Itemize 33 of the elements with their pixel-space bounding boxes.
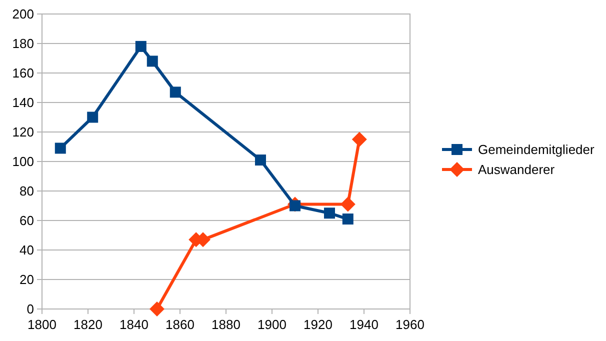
y-tick-label: 60 [20,213,34,228]
y-tick-label: 120 [12,124,34,140]
y-tick-label: 200 [12,6,34,22]
legend-label: Gemeindemitglieder [478,142,596,158]
point [352,132,367,147]
point [340,196,356,212]
y-tick-label: 160 [12,66,34,81]
x-tick-label: 1940 [350,317,378,332]
x-tick-label: 1900 [258,317,286,332]
x-tick-label: 1800 [28,317,56,332]
point [255,154,266,166]
y-tick-label: 140 [12,95,34,110]
y-tick-label: 40 [20,242,34,258]
point [146,56,158,67]
legend-label: Auswanderer [478,162,556,178]
x-tick-label: 1880 [212,317,240,332]
y-tick-label: 20 [20,272,34,288]
x-tick-label: 1920 [304,317,332,332]
point [150,302,164,316]
y-tick-label: 180 [12,36,34,52]
point [87,112,98,123]
point [54,142,66,154]
x-tick-label: 1840 [120,317,148,332]
y-tick-label: 100 [12,154,34,170]
point [342,214,354,225]
point [170,86,181,98]
point [324,208,335,219]
point [135,40,146,52]
y-tick-label: 80 [20,184,34,199]
y-tick-label: 0 [26,302,34,317]
x-tick-label: 1960 [396,317,424,332]
x-tick-label: 1860 [166,317,194,332]
x-tick-label: 1820 [74,317,102,332]
